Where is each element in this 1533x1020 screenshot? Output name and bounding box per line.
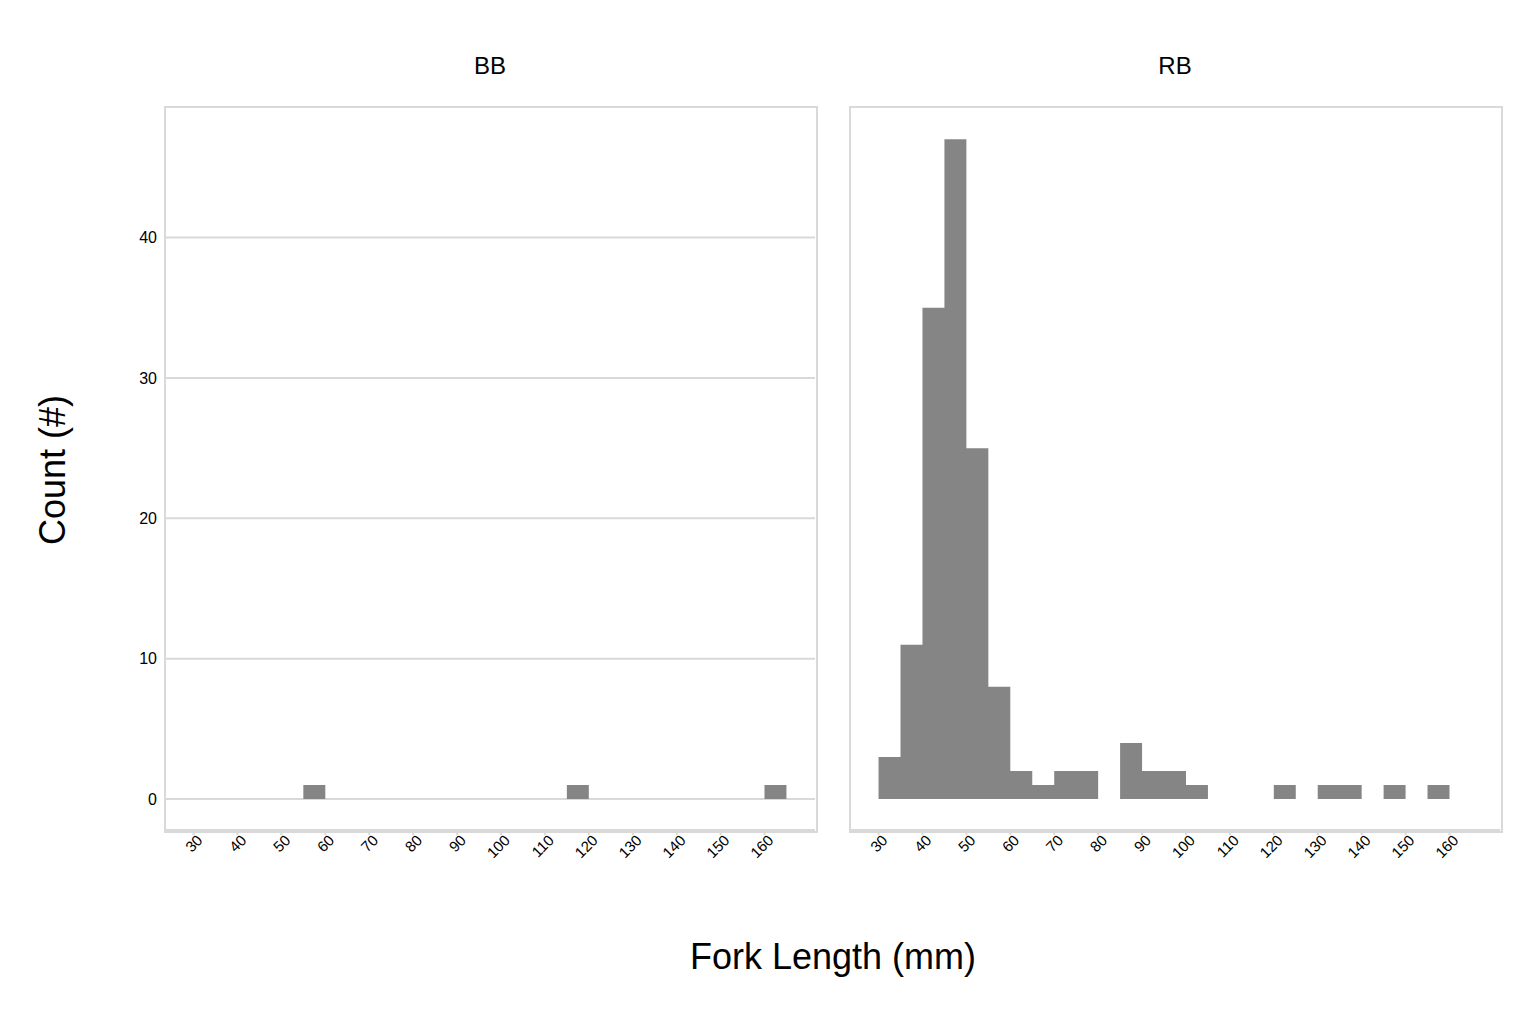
svg-text:160: 160: [747, 831, 777, 861]
svg-text:120: 120: [571, 831, 601, 861]
html-text:Count (#): Count (#): [32, 395, 73, 545]
svg-text:40: 40: [139, 229, 157, 246]
svg-text:100: 100: [1168, 831, 1198, 861]
svg-text:60: 60: [314, 831, 338, 855]
svg-text:0: 0: [148, 791, 157, 808]
svg-text:120: 120: [1256, 831, 1286, 861]
svg-text:80: 80: [1086, 831, 1110, 855]
svg-text:50: 50: [955, 831, 979, 855]
svg-text:40: 40: [911, 831, 935, 855]
svg-text:110: 110: [1213, 831, 1242, 860]
svg-text:30: 30: [867, 831, 891, 855]
svg-text:130: 130: [1300, 831, 1330, 861]
svg-text:130: 130: [615, 831, 645, 861]
svg-text:150: 150: [1388, 831, 1418, 861]
svg-text:70: 70: [1042, 831, 1066, 855]
svg-text:140: 140: [1344, 831, 1374, 861]
svg-text:90: 90: [1130, 831, 1154, 855]
svg-text:90: 90: [445, 831, 469, 855]
svg-text:160: 160: [1432, 831, 1462, 861]
svg-text:20: 20: [139, 510, 157, 527]
svg-text:140: 140: [659, 831, 689, 861]
svg-text:10: 10: [139, 650, 157, 667]
svg-text:40: 40: [226, 831, 250, 855]
svg-text:80: 80: [401, 831, 425, 855]
svg-text:100: 100: [483, 831, 513, 861]
svg-text:70: 70: [357, 831, 381, 855]
html-text:Fork Length (mm): Fork Length (mm): [690, 936, 976, 977]
html-text:BB: BB: [474, 52, 506, 79]
svg-text:30: 30: [139, 370, 157, 387]
svg-text:110: 110: [528, 831, 557, 860]
html-text:RB: RB: [1158, 52, 1192, 79]
svg-text:150: 150: [703, 831, 733, 861]
svg-text:30: 30: [182, 831, 206, 855]
svg-text:60: 60: [999, 831, 1023, 855]
svg-text:50: 50: [270, 831, 294, 855]
